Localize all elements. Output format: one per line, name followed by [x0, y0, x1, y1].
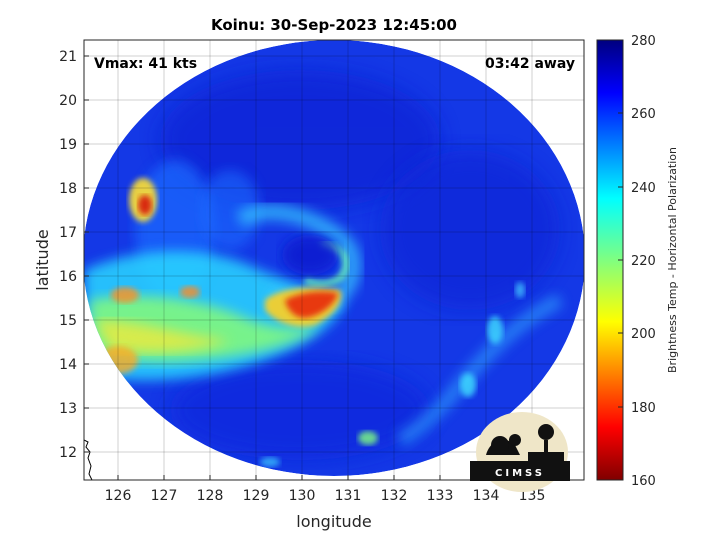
x-tick-label: 127: [151, 488, 178, 504]
y-tick-label: 20: [59, 93, 77, 109]
colorbar-tick-label: 160: [631, 474, 656, 489]
colorbar-tick-label: 220: [631, 254, 656, 269]
colorbar-tick-label: 280: [631, 34, 656, 49]
colorbar-tick-label: 240: [631, 181, 656, 196]
x-tick-label: 129: [243, 488, 270, 504]
vmax-annotation: Vmax: 41 kts: [94, 56, 197, 72]
colorbar-label: Brightness Temp - Horizontal Polarizatio…: [666, 147, 679, 373]
y-tick-label: 13: [59, 401, 77, 417]
x-tick-labels: 126 127 128 129 130 131 132 133 134 135: [105, 488, 546, 504]
cimss-logo-text: CIMSS: [495, 468, 545, 479]
cimss-logo: CIMSS: [470, 412, 570, 492]
y-tick-labels: 12 13 14 15 16 17 18 19 20 21: [59, 49, 77, 461]
x-tick-label: 132: [381, 488, 408, 504]
colorbar-tick-label: 200: [631, 327, 656, 342]
y-axis-label: latitude: [33, 229, 52, 290]
x-tick-label: 134: [473, 488, 500, 504]
x-tick-label: 128: [197, 488, 224, 504]
figure-title: Koinu: 30-Sep-2023 12:45:00: [211, 16, 457, 34]
grid-lines: [84, 40, 584, 480]
y-tick-label: 17: [59, 225, 77, 241]
y-tick-label: 18: [59, 181, 77, 197]
time-away-annotation: 03:42 away: [485, 56, 575, 72]
y-tick-label: 14: [59, 357, 77, 373]
x-tick-label: 131: [335, 488, 362, 504]
plot-area: 126 127 128 129 130 131 132 133 134 135 …: [33, 39, 585, 531]
y-tick-label: 19: [59, 137, 77, 153]
x-tick-label: 130: [289, 488, 316, 504]
y-tick-label: 21: [59, 49, 77, 65]
colorbar-tick-label: 180: [631, 401, 656, 416]
y-tick-label: 16: [59, 269, 77, 285]
y-tick-label: 15: [59, 313, 77, 329]
x-tick-label: 133: [427, 488, 454, 504]
x-axis-label: longitude: [296, 512, 371, 531]
x-tick-label: 126: [105, 488, 132, 504]
coastline: [84, 439, 93, 480]
y-tick-label: 12: [59, 445, 77, 461]
brightness-temperature-swath: [84, 40, 584, 476]
colorbar: 160 180 200 220 240 260 280 Brightness T…: [596, 34, 679, 489]
x-tick-label: 135: [519, 488, 546, 504]
colorbar-tick-label: 260: [631, 107, 656, 122]
